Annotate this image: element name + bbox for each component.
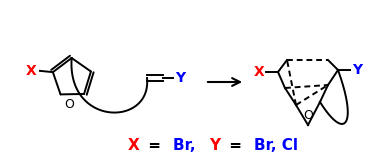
Text: Br,: Br, bbox=[173, 137, 201, 152]
Text: Y: Y bbox=[175, 71, 185, 85]
Text: O: O bbox=[65, 98, 74, 111]
Text: Y: Y bbox=[352, 63, 362, 77]
Text: =: = bbox=[143, 137, 166, 152]
Text: =: = bbox=[224, 137, 247, 152]
Text: X: X bbox=[128, 137, 139, 152]
Text: X: X bbox=[26, 64, 37, 78]
Text: Br, Cl: Br, Cl bbox=[254, 137, 298, 152]
Text: O: O bbox=[303, 109, 313, 122]
Text: X: X bbox=[253, 65, 264, 79]
Text: Y: Y bbox=[209, 137, 220, 152]
